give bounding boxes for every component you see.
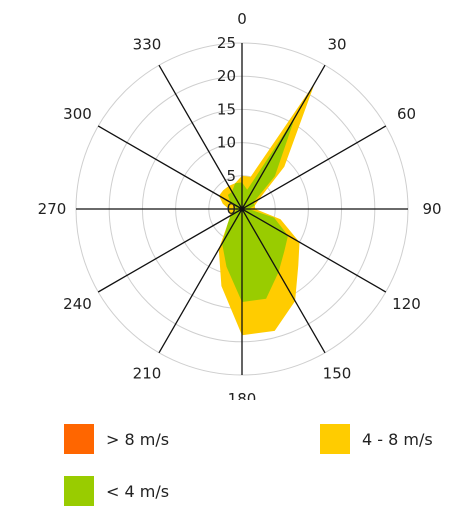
radial-tick-label-20: 20 — [217, 67, 236, 85]
angle-label-150: 150 — [323, 365, 352, 383]
radial-tick-labels: 0 5 10 15 20 25 — [217, 34, 236, 218]
series-area-2[interactable] — [222, 117, 296, 302]
radial-tick-label-25: 25 — [217, 34, 236, 52]
legend-label-above-8: > 8 m/s — [106, 429, 170, 449]
angle-label-300: 300 — [63, 105, 92, 123]
legend-swatch-4-8 — [320, 424, 350, 454]
angle-label-180: 180 — [228, 390, 257, 400]
spoke-60 — [241, 125, 387, 210]
legend-swatch-below-4 — [64, 476, 94, 506]
spoke-210 — [158, 208, 243, 354]
angle-label-60: 60 — [397, 105, 416, 123]
angle-label-0: 0 — [237, 10, 247, 28]
angle-label-240: 240 — [63, 295, 92, 313]
legend-item-4-8[interactable]: 4 - 8 m/s — [320, 424, 433, 454]
spoke-330 — [158, 64, 243, 210]
legend-label-4-8: 4 - 8 m/s — [362, 429, 433, 449]
spoke-300 — [97, 125, 243, 210]
radial-tick-label-10: 10 — [217, 134, 236, 152]
legend-item-above-8[interactable]: > 8 m/s — [64, 424, 169, 454]
angle-label-330: 330 — [133, 36, 162, 54]
angle-label-270: 270 — [38, 200, 67, 218]
angle-label-120: 120 — [392, 295, 421, 313]
legend-label-below-4: < 4 m/s — [106, 481, 170, 501]
radial-tick-label-0: 0 — [226, 200, 236, 218]
legend-item-below-4[interactable]: < 4 m/s — [64, 476, 169, 506]
angle-label-210: 210 — [133, 365, 162, 383]
spoke-150 — [241, 208, 326, 354]
angle-label-90: 90 — [422, 200, 441, 218]
spoke-240 — [97, 208, 243, 293]
wind-rose-chart: 0 5 10 15 20 25 0 30 60 90 120 150 180 210 240 270 300 3… — [38, 10, 442, 400]
spoke-120 — [241, 208, 387, 293]
angle-label-30: 30 — [327, 36, 346, 54]
radial-tick-label-15: 15 — [217, 100, 236, 118]
radial-tick-label-5: 5 — [226, 167, 236, 185]
spoke-30 — [241, 64, 326, 210]
legend-swatch-above-8 — [64, 424, 94, 454]
angle-spokes — [76, 43, 408, 375]
